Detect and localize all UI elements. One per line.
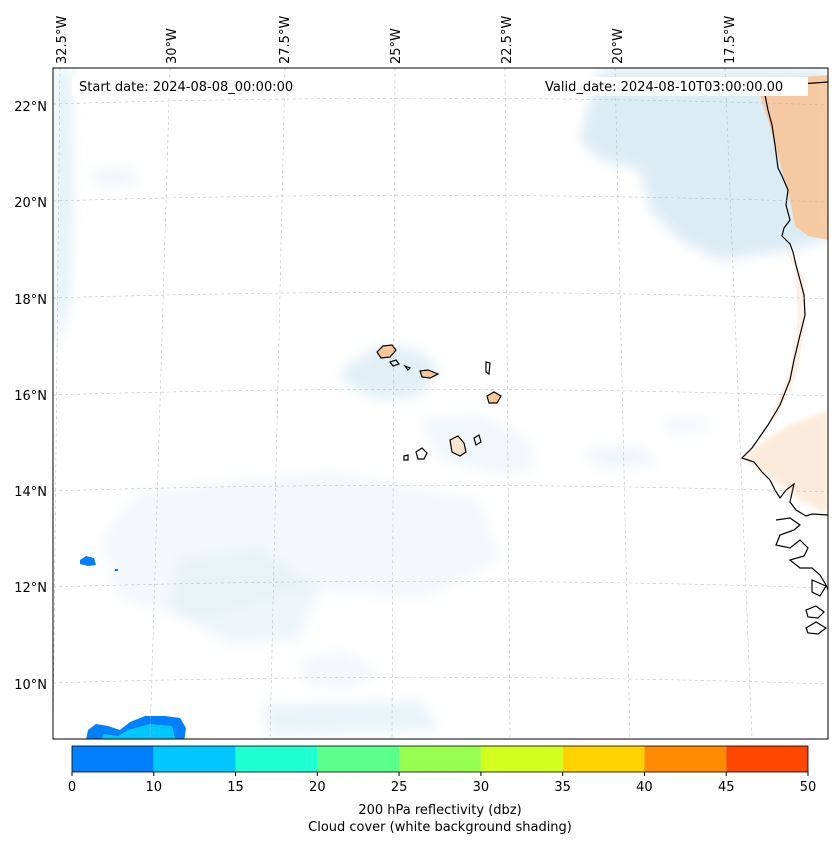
colorbar-segment (153, 746, 236, 772)
reflectivity-blob (101, 724, 176, 739)
cloud-patch (340, 345, 440, 400)
colorbar-segment (72, 746, 154, 772)
island-outline (486, 391, 502, 404)
plot-frame (52, 67, 829, 740)
cloud-patch (580, 70, 828, 260)
colorbar-tick-label: 25 (391, 780, 408, 795)
lat-label: 10°N (14, 678, 47, 693)
parallel (53, 388, 828, 397)
cloud-patch (53, 70, 74, 340)
colorbar-segment (399, 746, 481, 772)
cloud-patch (260, 700, 440, 735)
cloud-patch (300, 650, 380, 690)
colorbar-label: 200 hPa reflectivity (dbz) (358, 803, 521, 818)
meridian (391, 68, 396, 739)
cloud-patch (420, 415, 535, 475)
lon-label: 20°W (611, 28, 626, 64)
island-outline (485, 361, 491, 376)
colorbar-tick-label: 40 (636, 780, 653, 795)
lon-label: 25°W (389, 28, 404, 64)
coastline-africa (740, 81, 828, 635)
lon-label: 30°W (165, 28, 180, 64)
lon-label: 27.5°W (278, 16, 293, 64)
land-mauritania (760, 75, 828, 240)
start-date-label: Start date: 2024-08-08_00:00:00 (79, 80, 293, 95)
colorbar-tick-label: 35 (554, 780, 571, 795)
colorbar-tick-label: 20 (309, 780, 326, 795)
coastline (740, 81, 828, 635)
reflectivity-blob (80, 556, 96, 566)
lon-label: 17.5°W (723, 16, 738, 64)
valid-date-label: Valid_date: 2024-08-10T03:00:00.00 (545, 80, 783, 95)
cloud-patch (170, 550, 320, 645)
cloud-patch (580, 445, 660, 470)
colorbar-tick-label: 15 (227, 780, 244, 795)
meridian (614, 68, 631, 739)
lon-label: 22.5°W (500, 16, 515, 64)
meridian (53, 68, 61, 739)
meridian (504, 68, 511, 739)
graticule (53, 68, 828, 739)
latitude-labels: 22°N 20°N 18°N 16°N 14°N 12°N 10°N (14, 100, 47, 693)
parallel (53, 580, 828, 589)
colorbar-segment (644, 746, 727, 772)
island-outline (403, 364, 412, 371)
parallel (53, 484, 828, 493)
island-outline (419, 369, 440, 379)
colorbar-segment (726, 746, 808, 772)
parallel (53, 676, 828, 685)
island-outline (376, 344, 397, 359)
colorbar-segment (562, 746, 645, 772)
colorbar-tick-label: 30 (473, 780, 490, 795)
land-west-coast (770, 240, 805, 420)
island-outline (449, 435, 467, 457)
lat-label: 20°N (14, 196, 47, 211)
reflectivity-blobs (80, 556, 186, 739)
cloud-patch (90, 165, 140, 190)
cloud-patch (660, 415, 710, 435)
island-outline (403, 454, 409, 461)
colorbar-tick-label: 0 (68, 780, 76, 795)
colorbar-segment (317, 746, 400, 772)
start-date-box (72, 77, 312, 96)
lat-label: 14°N (14, 485, 47, 500)
land-shading (377, 75, 828, 515)
meridian (269, 68, 286, 739)
colorbar-segment (480, 746, 563, 772)
cloud-cover-shading (53, 70, 828, 735)
lat-label: 16°N (14, 389, 47, 404)
island-outline (389, 359, 400, 367)
colorbar: 0 10 15 20 25 30 35 40 45 50 (68, 745, 817, 795)
colorbar-tick-label: 10 (146, 780, 163, 795)
lat-label: 22°N (14, 100, 47, 115)
land-island-boa-vista (487, 392, 501, 403)
longitude-labels: 32.5°W 30°W 27.5°W 25°W 22.5°W 20°W 17.5… (55, 16, 738, 64)
reflectivity-blob (115, 569, 118, 571)
cape-verde-islands (376, 344, 502, 461)
lat-label: 18°N (14, 293, 47, 308)
colorbar-tick-label: 50 (800, 780, 817, 795)
land-senegal (742, 410, 828, 515)
meridian (724, 68, 753, 739)
parallel (53, 291, 828, 300)
lat-label: 12°N (14, 581, 47, 596)
colorbar-tick-label: 45 (718, 780, 735, 795)
meridian (149, 68, 171, 739)
colorbar-frame (71, 745, 809, 773)
parallel (53, 194, 828, 203)
colorbar-segment (235, 746, 318, 772)
colorbar-sublabel: Cloud cover (white background shading) (308, 820, 572, 835)
island-outline (473, 434, 482, 446)
lon-label: 32.5°W (55, 16, 70, 64)
parallel (53, 97, 828, 106)
valid-date-box (540, 77, 808, 96)
island-outline (415, 447, 428, 460)
